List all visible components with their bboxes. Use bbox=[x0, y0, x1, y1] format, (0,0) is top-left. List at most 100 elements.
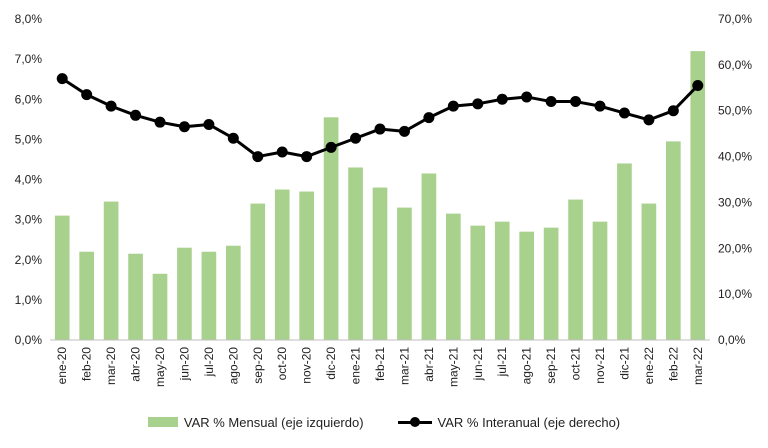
y-right-tick-label: 20,0% bbox=[718, 241, 752, 255]
line-point bbox=[276, 146, 288, 158]
x-tick-label: feb-22 bbox=[666, 347, 680, 381]
y-right-tick-label: 40,0% bbox=[718, 150, 752, 164]
line-point bbox=[423, 112, 435, 124]
legend-label-mensual: VAR % Mensual (eje izquierdo) bbox=[183, 414, 364, 430]
bar bbox=[397, 207, 412, 340]
y-left-tick-label: 6,0% bbox=[15, 92, 43, 106]
bar bbox=[152, 273, 168, 340]
y-right-tick-label: 30,0% bbox=[718, 195, 752, 209]
chart: 0,0% 1,0% 2,0% 3,0% 4,0% 5,0% 6,0% 7,0% 8,0% 0,0%… bbox=[15, 12, 753, 387]
line-point bbox=[667, 105, 679, 117]
y-right-tick-label: 60,0% bbox=[718, 58, 752, 72]
bar bbox=[666, 141, 681, 340]
y-right-tick-label: 0,0% bbox=[718, 333, 746, 347]
legend-item-mensual: VAR % Mensual (eje izquierdo) bbox=[147, 414, 364, 430]
y-left-tick-label: 3,0% bbox=[15, 213, 43, 227]
line-point bbox=[301, 151, 313, 163]
x-tick-label: sep-21 bbox=[544, 347, 558, 384]
bar bbox=[568, 199, 583, 340]
bar bbox=[592, 221, 608, 340]
bar bbox=[79, 251, 94, 340]
line-point bbox=[81, 89, 93, 101]
y-right-tick-label: 50,0% bbox=[718, 104, 752, 118]
line-point bbox=[227, 132, 239, 144]
y-left-tick-label: 2,0% bbox=[15, 253, 43, 267]
x-tick-label: may-21 bbox=[446, 347, 460, 387]
bar bbox=[690, 51, 706, 340]
line-point bbox=[643, 114, 655, 126]
x-tick-label: oct-21 bbox=[569, 347, 583, 381]
line-point bbox=[56, 73, 68, 85]
bar bbox=[519, 231, 534, 340]
x-tick-label: dic-20 bbox=[324, 347, 338, 380]
bar bbox=[177, 247, 192, 340]
line-point bbox=[496, 93, 508, 105]
line-point bbox=[618, 107, 630, 119]
bar bbox=[348, 167, 363, 340]
x-tick-label: oct-20 bbox=[275, 347, 289, 381]
y-left-tick-label: 0,0% bbox=[15, 333, 43, 347]
line-point bbox=[105, 100, 117, 112]
line-point bbox=[178, 121, 190, 133]
x-tick-label: dic-21 bbox=[617, 347, 631, 380]
bar bbox=[54, 215, 70, 340]
bar bbox=[299, 191, 314, 340]
x-tick-label: jun-20 bbox=[177, 347, 191, 382]
y-right-tick-label: 70,0% bbox=[718, 12, 752, 26]
x-tick-label: may-20 bbox=[153, 347, 167, 387]
bar bbox=[617, 163, 632, 340]
bar bbox=[641, 203, 657, 340]
x-tick-label: ene-21 bbox=[349, 347, 363, 385]
line-point bbox=[203, 118, 215, 130]
line-point bbox=[472, 98, 484, 110]
x-tick-label: nov-21 bbox=[593, 347, 607, 384]
legend-swatch-line bbox=[397, 416, 432, 428]
x-tick-label: ago-20 bbox=[226, 347, 240, 385]
x-tick-label: sep-20 bbox=[251, 347, 265, 384]
x-tick-label: abr-20 bbox=[129, 347, 143, 382]
line-point bbox=[545, 96, 557, 108]
line-point bbox=[350, 132, 362, 144]
bar bbox=[226, 245, 241, 340]
x-tick-label: mar-21 bbox=[397, 347, 411, 385]
bar bbox=[274, 189, 290, 340]
line-point bbox=[692, 79, 704, 91]
y-right-tick-label: 10,0% bbox=[718, 287, 752, 301]
bar bbox=[494, 221, 510, 340]
line-point bbox=[130, 109, 142, 121]
line-point bbox=[374, 123, 386, 135]
line-point bbox=[325, 141, 337, 153]
y-left-tick-label: 5,0% bbox=[15, 132, 43, 146]
x-tick-label: ene-20 bbox=[55, 347, 69, 385]
x-tick-label: abr-21 bbox=[422, 347, 436, 382]
line-point bbox=[154, 116, 166, 128]
legend-swatch-bar bbox=[147, 417, 178, 427]
x-tick-label: ago-21 bbox=[520, 347, 534, 385]
y-left-tick-label: 8,0% bbox=[15, 12, 43, 26]
legend: VAR % Mensual (eje izquierdo) VAR % Inte… bbox=[0, 412, 768, 432]
line-point bbox=[570, 96, 582, 108]
x-tick-label: jul-20 bbox=[202, 347, 216, 378]
bar bbox=[446, 213, 461, 340]
bar bbox=[372, 187, 388, 340]
y-left-tick-label: 7,0% bbox=[15, 52, 43, 66]
bar bbox=[103, 201, 119, 340]
bar bbox=[250, 203, 266, 340]
bar bbox=[470, 225, 486, 340]
bar bbox=[323, 117, 339, 341]
x-tick-label: jul-21 bbox=[495, 347, 509, 378]
x-tick-label: ene-22 bbox=[642, 347, 656, 385]
y-left-tick-label: 1,0% bbox=[15, 293, 43, 307]
line-point bbox=[398, 125, 410, 137]
x-tick-label: jun-21 bbox=[471, 347, 485, 382]
legend-label-interanual: VAR % Interanual (eje derecho) bbox=[437, 414, 621, 430]
bar bbox=[543, 227, 559, 340]
x-tick-label: mar-20 bbox=[104, 347, 118, 385]
x-tick-label: feb-20 bbox=[80, 347, 94, 381]
bar bbox=[421, 173, 437, 340]
line-point bbox=[252, 151, 264, 163]
bar bbox=[128, 253, 143, 340]
x-tick-label: feb-21 bbox=[373, 347, 387, 381]
line-point bbox=[521, 91, 533, 103]
y-left-tick-label: 4,0% bbox=[15, 173, 43, 187]
